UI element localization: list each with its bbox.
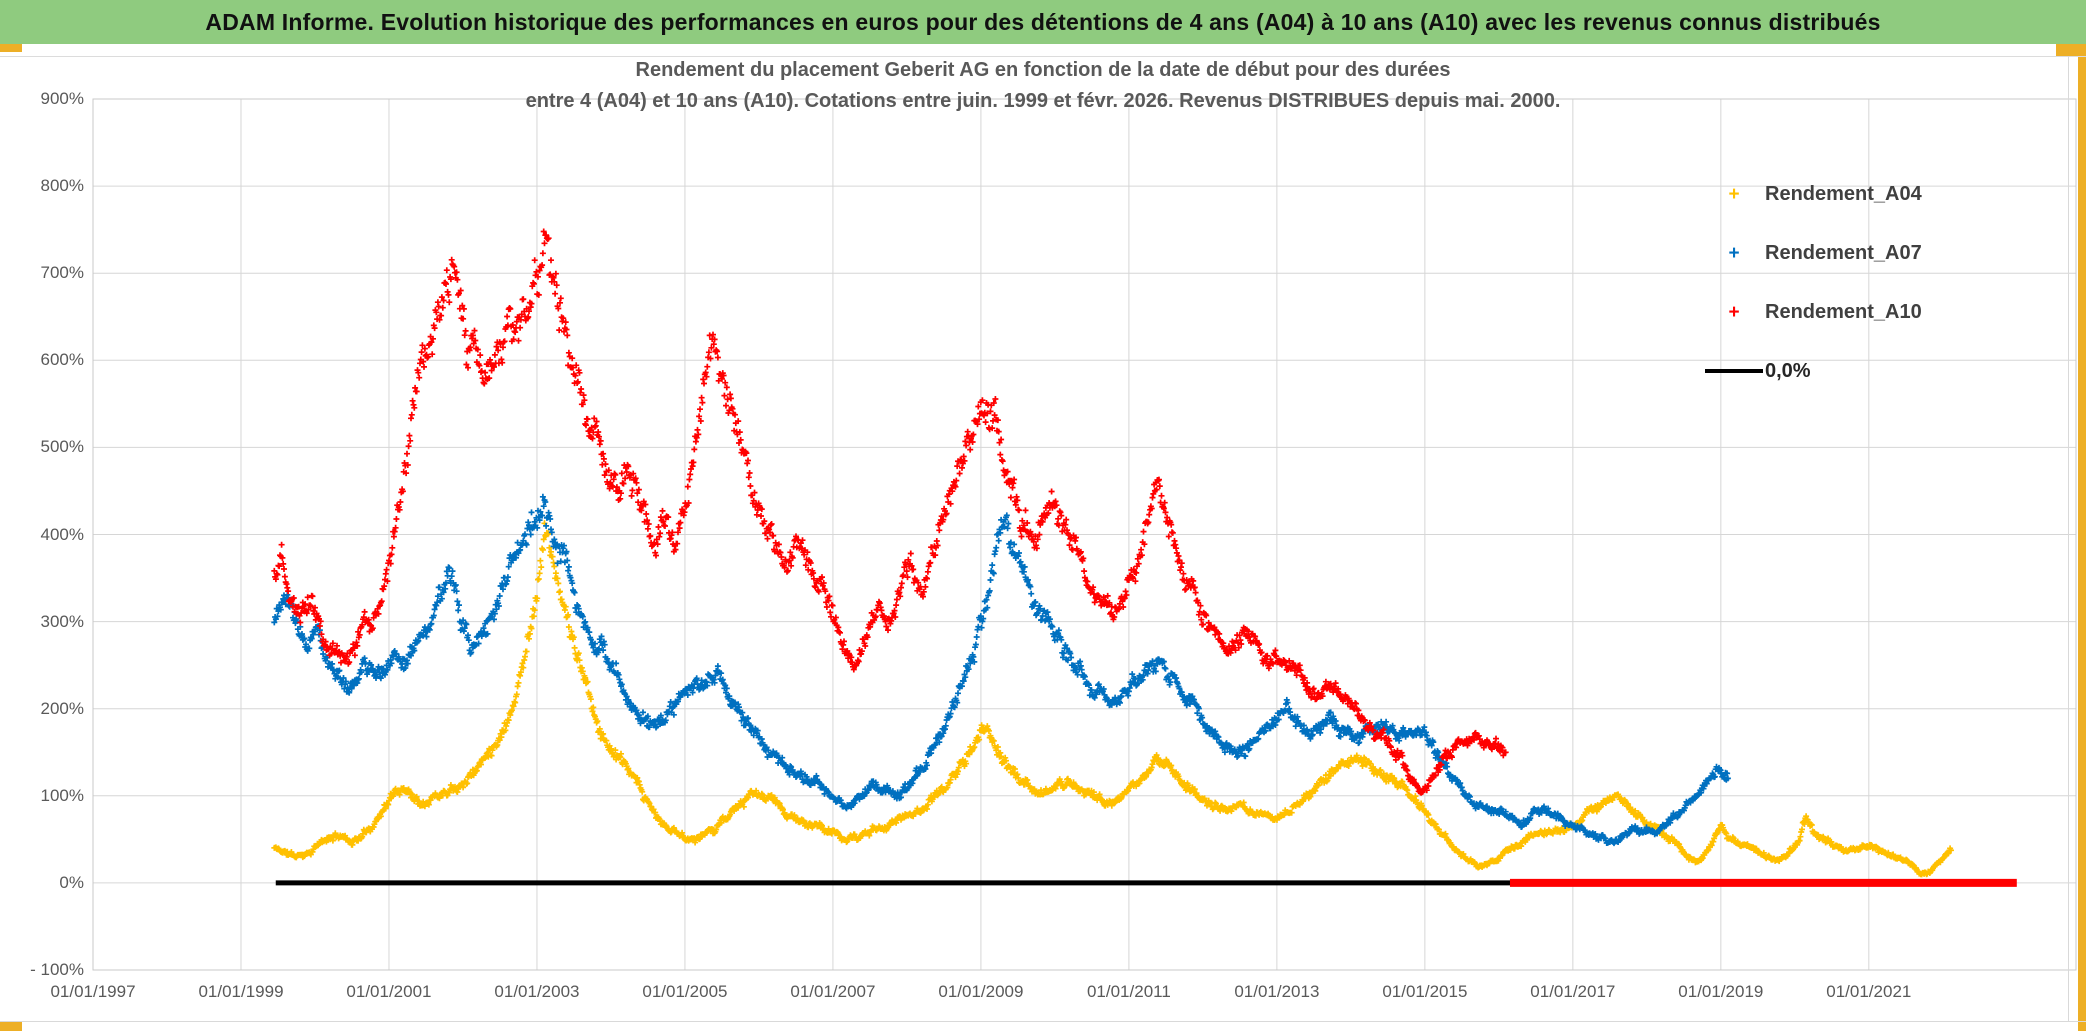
x-axis-tick-label: 01/01/2001 — [346, 982, 432, 1001]
plus-marker-icon: + — [1728, 183, 1740, 205]
x-axis-tick-label: 01/01/2011 — [1086, 982, 1171, 1001]
legend-item-rendement-a10[interactable]: + Rendement_A10 — [1703, 298, 2063, 326]
plot-border — [92, 98, 2077, 971]
y-axis-tick-label: 700% — [40, 263, 84, 283]
legend-item-rendement-a07[interactable]: + Rendement_A07 — [1703, 239, 2063, 267]
series-Rendement_A10 — [271, 228, 1509, 796]
x-axis-tick-label: 01/01/2007 — [790, 982, 876, 1001]
y-axis-tick-label: 200% — [40, 698, 84, 718]
chart-title-line1: Rendement du placement Geberit AG en fon… — [635, 59, 1451, 81]
header-separator-line — [0, 56, 2086, 57]
x-axis-tick-label: 01/01/2015 — [1382, 982, 1468, 1001]
gold-accent-right-strip — [2078, 44, 2086, 1031]
chart-legend: + Rendement_A04 + Rendement_A07 + Rendem… — [1703, 180, 2063, 385]
y-axis-tick-label: 800% — [40, 176, 84, 196]
right-border-line — [2068, 56, 2069, 1021]
x-axis-tick-label: 01/01/2003 — [494, 982, 580, 1001]
y-axis-tick-label: 600% — [40, 350, 84, 370]
x-axis-tick-label: 01/01/2013 — [1234, 982, 1320, 1001]
x-axis-tick-label: 01/01/1999 — [198, 982, 284, 1001]
legend-item-rendement-a04[interactable]: + Rendement_A04 — [1703, 180, 2063, 208]
series-Rendement_A07 — [271, 493, 1731, 847]
y-axis-tick-label: - 100% — [30, 960, 84, 979]
y-axis-tick-label: 100% — [40, 785, 84, 805]
y-axis-tick-label: 300% — [40, 611, 84, 631]
x-axis-tick-label: 01/01/2019 — [1678, 982, 1764, 1001]
line-marker-icon — [1703, 369, 1765, 373]
plus-marker-icon: + — [1728, 301, 1740, 323]
legend-label: Rendement_A04 — [1765, 182, 1922, 205]
legend-item-zero-line[interactable]: 0,0% — [1703, 357, 2063, 385]
x-axis-tick-label: 01/01/2009 — [938, 982, 1024, 1001]
legend-label: Rendement_A07 — [1765, 241, 1922, 264]
x-axis-tick-label: 01/01/2017 — [1530, 982, 1616, 1001]
header-band: ADAM Informe. Evolution historique des p… — [0, 0, 2086, 44]
gold-accent-bottom-left — [0, 1022, 22, 1031]
header-title: ADAM Informe. Evolution historique des p… — [205, 8, 1881, 35]
y-axis-tick-label: 0% — [59, 872, 84, 892]
x-axis-tick-label: 01/01/2021 — [1826, 982, 1912, 1001]
y-axis-tick-label: 400% — [40, 524, 84, 544]
chart-title-line2: entre 4 (A04) et 10 ans (A10). Cotations… — [525, 90, 1561, 112]
y-axis-tick-label: 500% — [40, 437, 84, 457]
legend-label: Rendement_A10 — [1765, 300, 1922, 323]
x-axis-tick-label: 01/01/2005 — [642, 982, 728, 1001]
plus-marker-icon: + — [1728, 242, 1740, 264]
bottom-border-line — [0, 1021, 2086, 1022]
legend-label: 0,0% — [1765, 359, 1811, 382]
x-axis-tick-label: 01/01/1997 — [50, 982, 136, 1001]
gold-accent-top-left — [0, 44, 22, 52]
y-axis-tick-label: 900% — [40, 89, 84, 108]
